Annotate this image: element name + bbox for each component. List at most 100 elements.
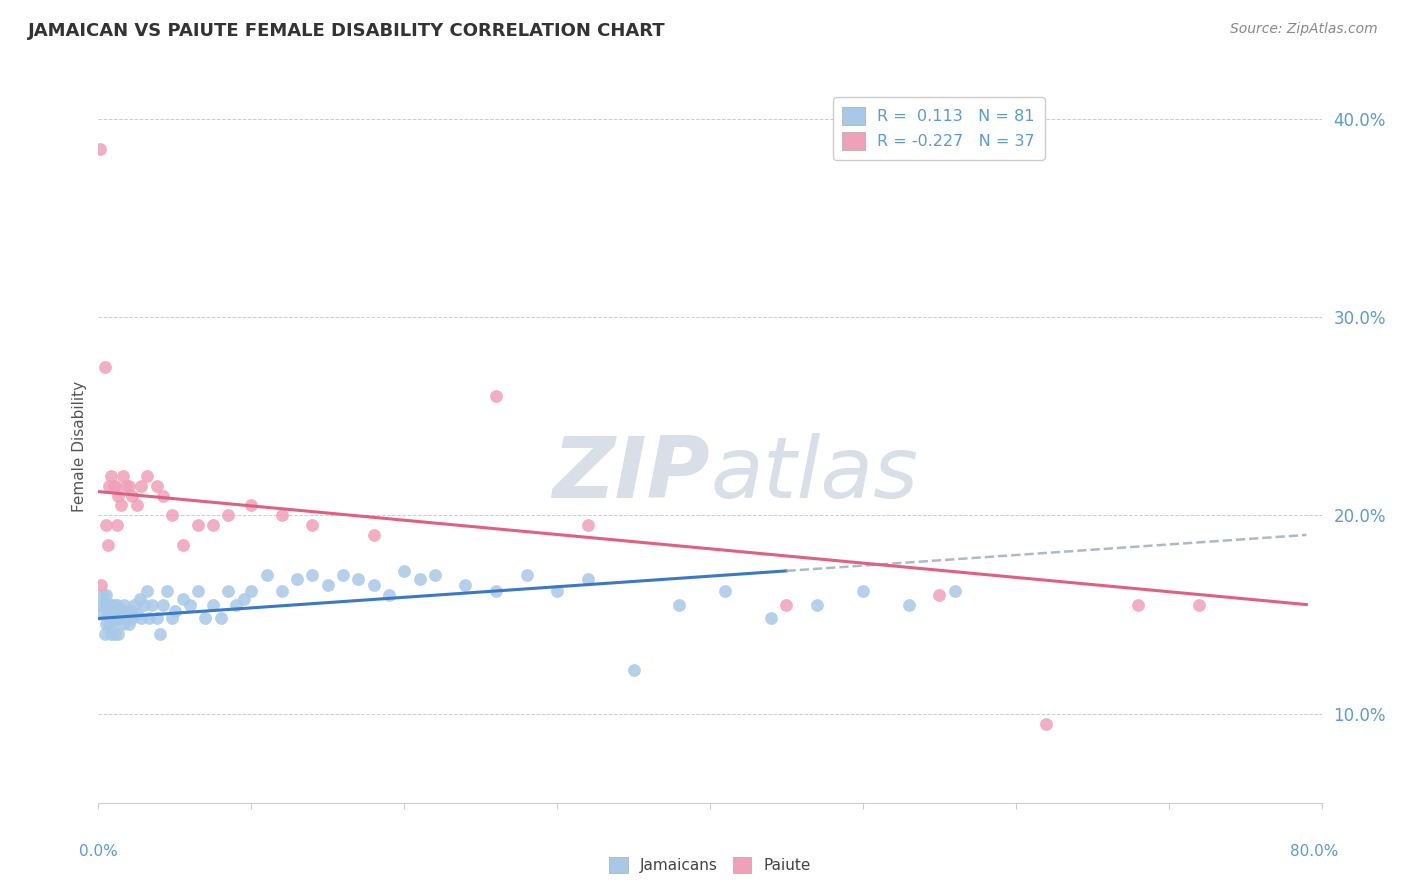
Point — [129, 478, 152, 492]
Point — [392, 564, 416, 578]
Text: 0.0%: 0.0% — [79, 845, 118, 859]
Point — [172, 591, 194, 606]
Point — [97, 607, 120, 622]
Point — [217, 583, 239, 598]
Point — [1128, 598, 1150, 612]
Point — [240, 499, 263, 513]
Point — [363, 578, 385, 592]
Point — [136, 468, 159, 483]
Point — [928, 588, 950, 602]
Point — [93, 359, 115, 374]
Point — [423, 567, 446, 582]
Point — [156, 583, 179, 598]
Text: atlas: atlas — [710, 433, 918, 516]
Point — [93, 598, 115, 612]
Point — [152, 598, 174, 612]
Point — [98, 607, 121, 622]
Point — [138, 611, 160, 625]
Point — [103, 478, 125, 492]
Point — [98, 478, 121, 492]
Point — [108, 607, 131, 622]
Point — [100, 468, 122, 483]
Point — [347, 572, 370, 586]
Point — [94, 588, 117, 602]
Point — [852, 583, 875, 598]
Point — [623, 663, 645, 677]
Point — [454, 578, 477, 592]
Point — [89, 598, 111, 612]
Point — [107, 627, 129, 641]
Point — [187, 583, 209, 598]
Point — [179, 598, 201, 612]
Point — [94, 617, 117, 632]
Point — [115, 611, 138, 625]
Text: Source: ZipAtlas.com: Source: ZipAtlas.com — [1230, 22, 1378, 37]
Point — [149, 627, 172, 641]
Point — [121, 489, 143, 503]
Point — [105, 518, 128, 533]
Point — [110, 603, 132, 617]
Point — [363, 528, 385, 542]
Point — [145, 478, 167, 492]
Point — [115, 478, 138, 492]
Point — [97, 598, 120, 612]
Point — [546, 583, 568, 598]
Point — [202, 598, 225, 612]
Point — [125, 607, 148, 622]
Point — [112, 598, 135, 612]
Point — [118, 478, 141, 492]
Point — [485, 583, 508, 598]
Point — [576, 518, 599, 533]
Point — [104, 603, 127, 617]
Point — [240, 583, 263, 598]
Point — [89, 142, 111, 156]
Point — [98, 617, 121, 632]
Text: 80.0%: 80.0% — [1291, 845, 1339, 859]
Point — [301, 567, 323, 582]
Point — [125, 499, 148, 513]
Text: JAMAICAN VS PAIUTE FEMALE DISABILITY CORRELATION CHART: JAMAICAN VS PAIUTE FEMALE DISABILITY COR… — [28, 22, 666, 40]
Point — [103, 611, 125, 625]
Point — [516, 567, 538, 582]
Point — [104, 627, 127, 641]
Point — [576, 572, 599, 586]
Point — [105, 611, 128, 625]
Point — [118, 617, 141, 632]
Point — [110, 499, 132, 513]
Point — [1188, 598, 1211, 612]
Point — [714, 583, 737, 598]
Point — [117, 603, 139, 617]
Point — [194, 611, 217, 625]
Point — [378, 588, 401, 602]
Point — [129, 611, 152, 625]
Point — [97, 538, 120, 552]
Point — [122, 598, 145, 612]
Point — [217, 508, 239, 523]
Point — [270, 508, 292, 523]
Point — [110, 611, 132, 625]
Point — [160, 611, 183, 625]
Point — [100, 598, 122, 612]
Point — [225, 598, 247, 612]
Point — [943, 583, 966, 598]
Point — [105, 598, 128, 612]
Point — [256, 567, 278, 582]
Point — [90, 578, 112, 592]
Point — [187, 518, 209, 533]
Point — [209, 611, 232, 625]
Point — [90, 607, 112, 622]
Point — [408, 572, 430, 586]
Point — [485, 389, 508, 403]
Point — [172, 538, 194, 552]
Point — [94, 518, 117, 533]
Point — [111, 617, 134, 632]
Point — [163, 603, 186, 617]
Point — [301, 518, 323, 533]
Point — [668, 598, 690, 612]
Point — [160, 508, 183, 523]
Point — [111, 468, 134, 483]
Point — [101, 607, 124, 622]
Point — [141, 598, 163, 612]
Point — [103, 598, 125, 612]
Point — [806, 598, 828, 612]
